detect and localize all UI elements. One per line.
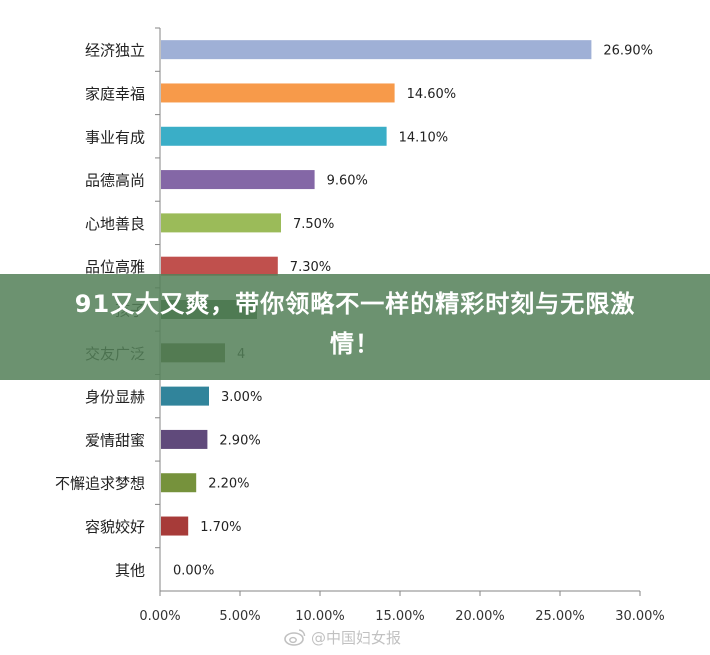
- x-tick-label: 15.00%: [375, 609, 425, 624]
- category-label: 品位高雅: [85, 258, 145, 276]
- bar: [161, 473, 197, 493]
- bar: [161, 126, 387, 146]
- category-label: 其他: [115, 561, 145, 579]
- bar: [161, 256, 278, 276]
- x-tick-label: 0.00%: [139, 609, 180, 624]
- data-label: 14.10%: [399, 130, 449, 145]
- bar: [161, 83, 395, 103]
- category-label: 家庭幸福: [85, 85, 145, 103]
- x-tick-label: 25.00%: [535, 609, 585, 624]
- category-label: 身份显赫: [85, 388, 145, 406]
- category-label: 心地善良: [85, 215, 145, 233]
- x-tick-label: 5.00%: [219, 609, 260, 624]
- watermark-text: @中国妇女报: [311, 628, 402, 647]
- category-label: 爱情甜蜜: [85, 431, 145, 449]
- category-label: 不懈追求梦想: [55, 475, 145, 493]
- category-label: 品德高尚: [85, 172, 145, 190]
- data-label: 0.00%: [173, 563, 214, 578]
- x-tick-label: 10.00%: [295, 609, 345, 624]
- bar: [161, 429, 208, 449]
- data-label: 14.60%: [407, 87, 457, 102]
- overlay-banner: [0, 274, 710, 380]
- weibo-icon: [284, 629, 306, 646]
- bar: [161, 40, 592, 60]
- data-label: 3.00%: [221, 390, 262, 405]
- data-label: 7.30%: [290, 260, 331, 275]
- data-label: 2.90%: [219, 433, 260, 448]
- category-label: 事业有成: [85, 128, 145, 146]
- category-label: 容貌姣好: [85, 518, 145, 536]
- bar: [161, 170, 315, 190]
- bar: [161, 516, 189, 536]
- banner-title: 91又大又爽，带你领略不一样的精彩时刻与无限激情！: [74, 290, 636, 358]
- bar: [161, 386, 209, 406]
- data-label: 1.70%: [200, 520, 241, 535]
- watermark: @中国妇女报: [284, 626, 401, 648]
- x-tick-label: 20.00%: [455, 609, 505, 624]
- bar: [161, 213, 281, 233]
- data-label: 26.90%: [603, 44, 653, 59]
- data-label: 2.20%: [208, 477, 249, 492]
- data-label: 9.60%: [327, 174, 368, 189]
- category-label: 经济独立: [85, 42, 145, 60]
- x-tick-label: 30.00%: [615, 609, 665, 624]
- data-label: 7.50%: [293, 217, 334, 232]
